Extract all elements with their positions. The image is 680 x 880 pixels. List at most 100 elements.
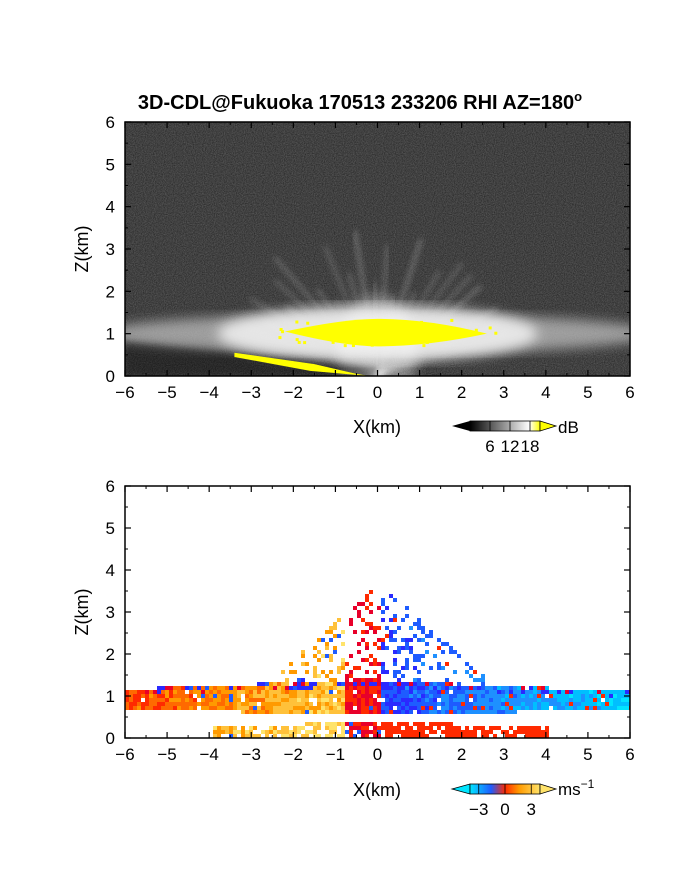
velocity-cell [425,682,429,686]
velocity-cell [449,686,453,690]
velocity-cell [485,690,489,694]
y-tick-label: 6 [106,477,115,496]
velocity-cell [453,730,457,734]
velocity-cell [473,686,477,690]
velocity-cell [361,730,365,734]
velocity-cell [217,698,221,702]
saturated-pixel [370,343,374,347]
velocity-cell [433,682,437,686]
velocity-cell [357,710,361,714]
velocity-cell [441,686,445,690]
velocity-cell [393,710,397,714]
velocity-cell [357,698,361,702]
velocity-cell [325,710,329,714]
y-axis-label: Z(km) [72,589,92,636]
velocity-cell [261,682,265,686]
velocity-cell [417,722,421,726]
velocity-cell [413,730,417,734]
velocity-cell [269,690,273,694]
velocity-cell [373,682,377,686]
velocity-cell [417,654,421,658]
velocity-cell [525,706,529,710]
velocity-cell [357,666,361,670]
velocity-cell [241,734,245,738]
velocity-cell [261,698,265,702]
colorbar-tick-label: 3 [527,800,536,819]
velocity-cell [509,706,513,710]
velocity-cell [549,702,553,706]
velocity-cell [393,638,397,642]
velocity-cell [249,702,253,706]
velocity-cell [285,682,289,686]
velocity-cell [433,654,437,658]
velocity-cell [217,706,221,710]
saturated-pixel [418,326,422,330]
velocity-cell [297,686,301,690]
velocity-cell [233,698,237,702]
velocity-cell [385,730,389,734]
velocity-colorbar: −3 0 3 ms−1 [450,777,595,819]
velocity-cell [533,730,537,734]
velocity-cell [245,698,249,702]
velocity-cell [157,702,161,706]
velocity-cell [605,690,609,694]
velocity-cell [537,730,541,734]
saturated-pixel [394,322,398,326]
velocity-cell [297,710,301,714]
velocity-cell [413,702,417,706]
velocity-cell [365,646,369,650]
velocity-cell [413,706,417,710]
saturated-pixel [303,341,307,345]
velocity-cell [181,706,185,710]
velocity-cell [513,702,517,706]
velocity-cell [413,634,417,638]
velocity-cell [389,730,393,734]
velocity-cell [269,686,273,690]
velocity-cell [261,690,265,694]
velocity-cell [405,706,409,710]
saturated-pixel [367,338,371,342]
velocity-cell [421,686,425,690]
velocity-cell [357,726,361,730]
velocity-cell [569,698,573,702]
saturated-pixel [409,334,413,338]
velocity-cell [401,694,405,698]
velocity-cell [389,618,393,622]
velocity-cell [621,702,625,706]
velocity-cell [373,698,377,702]
velocity-cell [325,734,329,738]
velocity-cell [269,698,273,702]
velocity-cell [381,702,385,706]
velocity-cell [385,702,389,706]
velocity-cell [469,702,473,706]
velocity-cell [269,710,273,714]
velocity-cell [357,702,361,706]
velocity-cell [449,650,453,654]
velocity-cell [373,706,377,710]
velocity-cell [325,694,329,698]
velocity-cell [389,726,393,730]
velocity-cell [421,730,425,734]
velocity-cell [185,698,189,702]
velocity-cell [557,690,561,694]
velocity-cell [333,726,337,730]
velocity-cell [461,706,465,710]
velocity-cell [169,706,173,710]
velocity-cell [537,686,541,690]
velocity-cell [365,730,369,734]
velocity-cell [537,706,541,710]
velocity-cell [377,662,381,666]
x-tick-label: −2 [284,745,303,764]
velocity-cell [421,690,425,694]
velocity-cell [353,694,357,698]
velocity-cell [273,698,277,702]
velocity-cell [457,654,461,658]
velocity-cell [485,730,489,734]
velocity-cell [277,710,281,714]
velocity-cell [337,666,341,670]
velocity-cell [341,730,345,734]
velocity-cell [341,682,345,686]
velocity-cell [565,706,569,710]
velocity-cell [353,726,357,730]
velocity-cell [481,694,485,698]
